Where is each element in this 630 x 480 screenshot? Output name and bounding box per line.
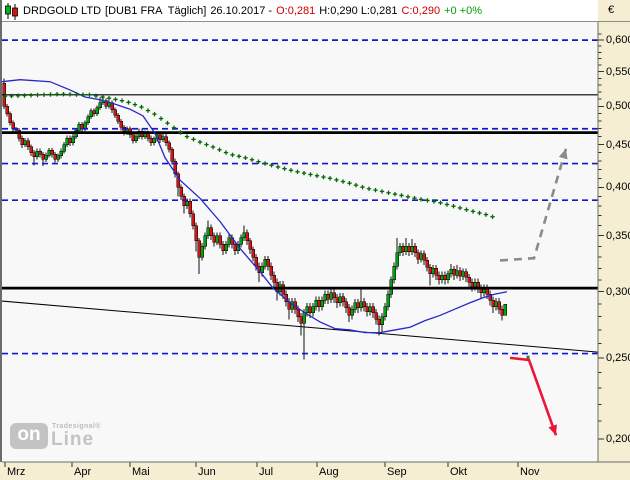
title-bar: DRDGOLD LTD [DUB1 FRA Täglich] 26.10.201…	[0, 0, 598, 21]
x-axis-label: Mai	[132, 466, 150, 478]
x-axis-label: Mrz	[7, 466, 26, 478]
x-axis-label: Jul	[259, 466, 274, 478]
plot-left-border	[0, 0, 2, 462]
x-axis-label: Nov	[520, 466, 540, 478]
x-axis-label: Apr	[74, 466, 92, 478]
watermark-brand-text: Tradesignal®	[52, 423, 101, 430]
quote-close: C:0,290	[401, 4, 441, 17]
exchange-timeframe: [DUB1 FRA Täglich]	[105, 4, 207, 17]
tradesignal-watermark: on Tradesignal® Line	[10, 421, 130, 457]
y-axis-label: 0,600	[606, 34, 630, 47]
y-axis-label: 0,400	[606, 181, 630, 194]
time-axis[interactable]	[0, 462, 598, 480]
price-axis[interactable]	[598, 0, 630, 480]
chart-plot-area[interactable]	[2, 22, 598, 462]
x-axis-label: Aug	[319, 466, 339, 478]
y-axis-label: 0,350	[606, 229, 630, 242]
quote-date: 26.10.2017 -	[210, 4, 273, 17]
watermark-line-text: Line	[51, 429, 95, 450]
y-axis-label: 0,500	[606, 100, 630, 113]
x-axis-label: Sep	[387, 466, 407, 478]
symbol-name: DRDGOLD LTD	[23, 4, 102, 17]
x-axis-label: Jun	[198, 466, 216, 478]
title-separator	[0, 21, 630, 22]
y-axis-label: 0,550	[606, 65, 630, 78]
watermark-on-badge: on	[10, 423, 48, 449]
quote-change: +0 +0%	[444, 4, 482, 17]
y-axis-label: 0,450	[606, 138, 630, 151]
y-axis-label: 0,200	[606, 432, 630, 445]
y-axis-label: 0,300	[606, 285, 630, 298]
candlestick-icon	[5, 2, 18, 20]
x-axis-label: Okt	[450, 466, 468, 478]
y-axis-label: 0,250	[606, 351, 630, 364]
quote-high-low: H:0,290 L:0,281	[319, 4, 398, 17]
quote-open: O:0,281	[276, 4, 316, 17]
currency-label: €	[608, 4, 615, 16]
